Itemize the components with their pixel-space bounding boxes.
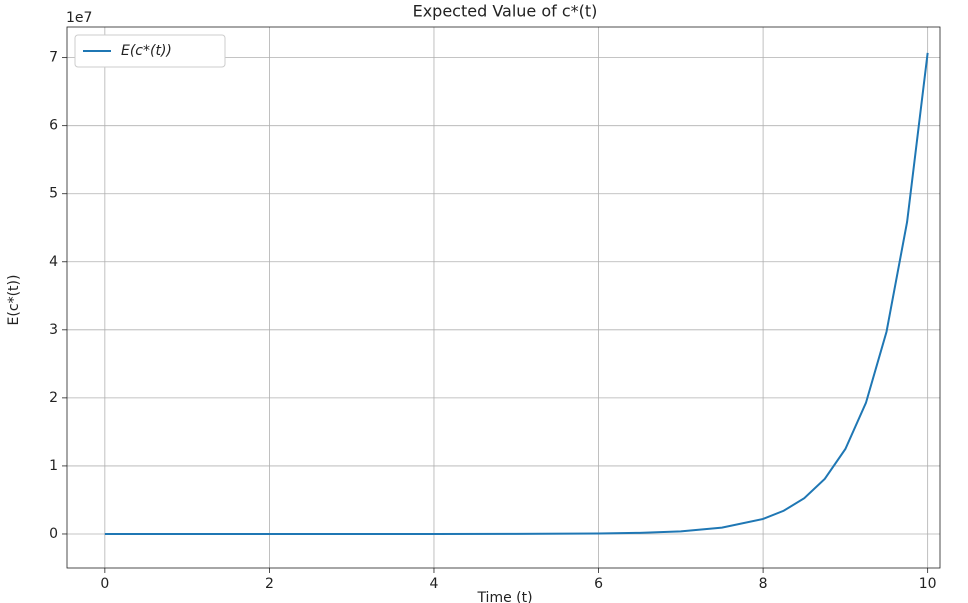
y-tick-label: 6 xyxy=(49,118,58,134)
y-tick-label: 5 xyxy=(49,186,58,202)
y-axis-label: E(c*(t)) xyxy=(6,275,22,326)
y-tick-label: 3 xyxy=(49,322,58,338)
x-tick-label: 8 xyxy=(759,576,768,592)
y-tick-label: 4 xyxy=(49,254,58,270)
x-tick-label: 4 xyxy=(430,576,439,592)
y-tick-label: 0 xyxy=(49,526,58,542)
x-tick-label: 10 xyxy=(919,576,937,592)
legend-box xyxy=(74,34,226,68)
y-tick-label: 2 xyxy=(49,390,58,406)
x-tick-label: 6 xyxy=(594,576,603,592)
x-tick-label: 2 xyxy=(265,576,274,592)
x-axis-label: Time (t) xyxy=(476,590,532,603)
chart-title: Expected Value of c*(t) xyxy=(413,2,598,21)
y-tick-label: 1 xyxy=(49,458,58,474)
legend-label: E(c*(t)) xyxy=(121,43,172,59)
line-series xyxy=(104,52,929,535)
plot-frame xyxy=(66,26,941,569)
y-offset-label: 1e7 xyxy=(66,10,92,26)
legend: E(c*(t)) xyxy=(74,34,226,68)
x-tick-label: 0 xyxy=(100,576,109,592)
y-tick-label: 7 xyxy=(49,50,58,66)
